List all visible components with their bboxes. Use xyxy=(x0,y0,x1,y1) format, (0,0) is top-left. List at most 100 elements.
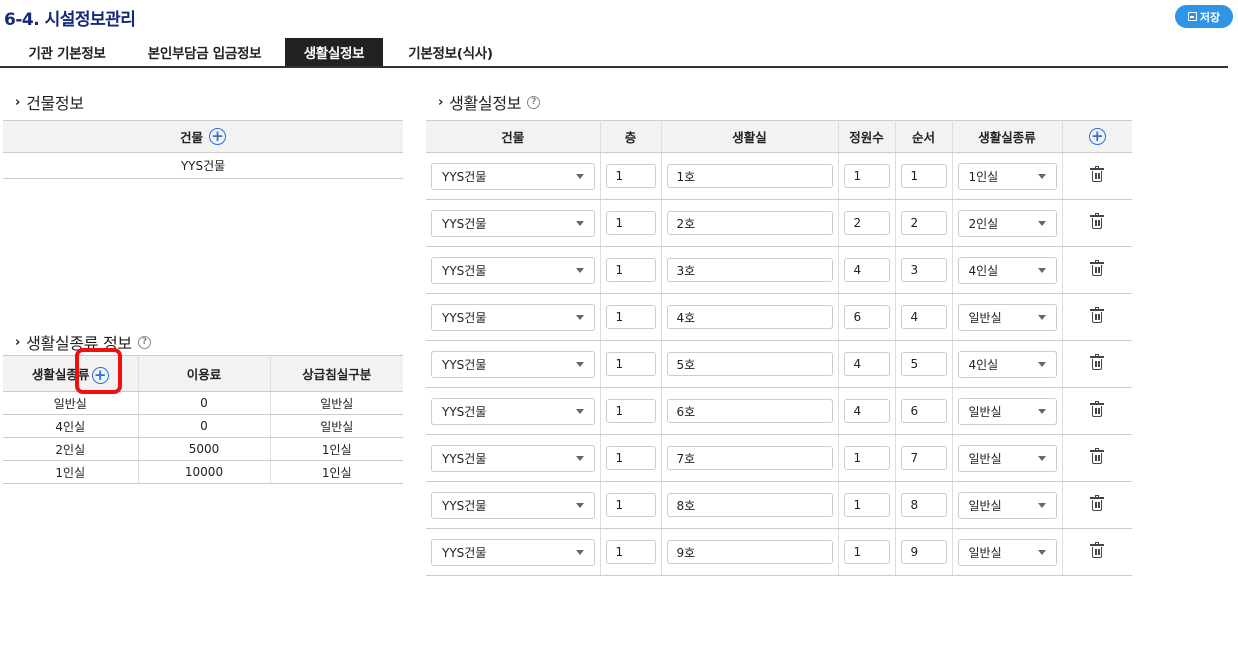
room-type-row[interactable]: 1인실 10000 1인실 xyxy=(3,460,403,484)
order-cell: 9 xyxy=(895,528,953,576)
order-input[interactable]: 5 xyxy=(900,352,947,376)
room-type-select[interactable]: 4인실 xyxy=(957,350,1057,378)
capacity-input[interactable]: 1 xyxy=(843,446,890,470)
trash-icon[interactable] xyxy=(1090,166,1105,182)
save-button[interactable]: 저장 xyxy=(1175,5,1233,28)
room-type-select[interactable]: 일반실 xyxy=(957,491,1057,519)
room-type-select[interactable]: 일반실 xyxy=(957,303,1057,331)
add-building-icon[interactable]: + xyxy=(209,128,226,145)
room-name-input[interactable]: 6호 xyxy=(666,399,833,423)
building-row[interactable]: YYS건물 xyxy=(3,153,403,179)
floor-input[interactable]: 1 xyxy=(605,211,656,235)
premium-room-cell: 일반실 xyxy=(270,414,403,438)
room-type-select[interactable]: 일반실 xyxy=(957,397,1057,425)
capacity-input[interactable]: 6 xyxy=(843,305,890,329)
help-icon[interactable]: ? xyxy=(137,335,151,349)
room-type-cell: 2인실 xyxy=(952,199,1063,247)
room-type-select-value: 2인실 xyxy=(968,216,999,231)
trash-icon[interactable] xyxy=(1090,354,1105,370)
room-name-input[interactable]: 9호 xyxy=(666,540,833,564)
trash-icon[interactable] xyxy=(1090,213,1105,229)
building-select[interactable]: YYS건물 xyxy=(431,209,595,237)
room-cell: 6호 xyxy=(661,387,839,435)
building-select[interactable]: YYS건물 xyxy=(431,162,595,190)
tab-meal-info[interactable]: 기본정보(식사) xyxy=(408,46,493,62)
room-col-header: 생활실 xyxy=(661,120,839,153)
trash-icon[interactable] xyxy=(1090,307,1105,323)
caret-down-icon xyxy=(1037,455,1046,461)
capacity-input[interactable]: 1 xyxy=(843,540,890,564)
capacity-input[interactable]: 1 xyxy=(843,164,890,188)
room-type-select[interactable]: 일반실 xyxy=(957,444,1057,472)
order-input[interactable]: 9 xyxy=(900,540,947,564)
floor-input[interactable]: 1 xyxy=(605,399,656,423)
floor-input[interactable]: 1 xyxy=(605,352,656,376)
order-input[interactable]: 3 xyxy=(900,258,947,282)
building-cell: YYS건물 xyxy=(426,434,601,482)
fee-cell: 0 xyxy=(138,391,271,415)
help-icon[interactable]: ? xyxy=(527,95,541,109)
tab-copayment-info[interactable]: 본인부담금 입금정보 xyxy=(147,46,262,62)
room-type-select[interactable]: 4인실 xyxy=(957,256,1057,284)
room-type-select-value: 4인실 xyxy=(968,357,999,372)
premium-room-cell: 1인실 xyxy=(270,460,403,484)
order-input[interactable]: 1 xyxy=(900,164,947,188)
floor-input[interactable]: 1 xyxy=(605,446,656,470)
add-room-icon[interactable]: + xyxy=(1088,128,1106,145)
floor-input[interactable]: 1 xyxy=(605,493,656,517)
room-name-input[interactable]: 7호 xyxy=(666,446,833,470)
building-select[interactable]: YYS건물 xyxy=(431,538,595,566)
order-input[interactable]: 2 xyxy=(900,211,947,235)
room-type-row[interactable]: 일반실 0 일반실 xyxy=(3,391,403,415)
floor-input[interactable]: 1 xyxy=(605,164,656,188)
room-cell: 7호 xyxy=(661,434,839,482)
capacity-input[interactable]: 4 xyxy=(843,352,890,376)
trash-icon[interactable] xyxy=(1090,260,1105,276)
room-name-input[interactable]: 4호 xyxy=(666,305,833,329)
room-type-select[interactable]: 일반실 xyxy=(957,538,1057,566)
room-name-input[interactable]: 3호 xyxy=(666,258,833,282)
building-section-title: › 건물정보 xyxy=(15,90,84,114)
order-input[interactable]: 6 xyxy=(900,399,947,423)
building-select[interactable]: YYS건물 xyxy=(431,491,595,519)
floor-input[interactable]: 1 xyxy=(605,258,656,282)
room-name-input[interactable]: 1호 xyxy=(666,164,833,188)
room-type-select[interactable]: 1인실 xyxy=(957,162,1057,190)
order-input[interactable]: 8 xyxy=(900,493,947,517)
add-room-type-icon[interactable]: + xyxy=(91,366,109,384)
floor-cell: 1 xyxy=(600,246,662,294)
trash-icon[interactable] xyxy=(1090,448,1105,464)
tab-institution-info[interactable]: 기관 기본정보 xyxy=(28,46,106,62)
building-select[interactable]: YYS건물 xyxy=(431,397,595,425)
floor-input[interactable]: 1 xyxy=(605,540,656,564)
trash-icon[interactable] xyxy=(1090,495,1105,511)
room-type-select[interactable]: 2인실 xyxy=(957,209,1057,237)
trash-icon[interactable] xyxy=(1090,401,1105,417)
building-select[interactable]: YYS건물 xyxy=(431,303,595,331)
tab-room-info[interactable]: 생활실정보 xyxy=(285,38,383,66)
building-select-value: YYS건물 xyxy=(442,404,487,419)
chevron-right-icon: › xyxy=(15,334,21,350)
capacity-input[interactable]: 1 xyxy=(843,493,890,517)
trash-icon[interactable] xyxy=(1090,542,1105,558)
building-select[interactable]: YYS건물 xyxy=(431,350,595,378)
room-name-input[interactable]: 5호 xyxy=(666,352,833,376)
room-type-row[interactable]: 2인실 5000 1인실 xyxy=(3,437,403,461)
save-icon xyxy=(1187,12,1197,21)
room-name-input[interactable]: 8호 xyxy=(666,493,833,517)
delete-cell xyxy=(1062,528,1132,576)
capacity-input[interactable]: 4 xyxy=(843,399,890,423)
order-cell: 1 xyxy=(895,152,953,200)
room-type-cell: 2인실 xyxy=(3,437,139,461)
capacity-input[interactable]: 2 xyxy=(843,211,890,235)
order-input[interactable]: 7 xyxy=(900,446,947,470)
floor-input[interactable]: 1 xyxy=(605,305,656,329)
room-name-input[interactable]: 2호 xyxy=(666,211,833,235)
capacity-input[interactable]: 4 xyxy=(843,258,890,282)
building-select[interactable]: YYS건물 xyxy=(431,444,595,472)
floor-cell: 1 xyxy=(600,434,662,482)
room-type-row[interactable]: 4인실 0 일반실 xyxy=(3,414,403,438)
building-select[interactable]: YYS건물 xyxy=(431,256,595,284)
order-input[interactable]: 4 xyxy=(900,305,947,329)
caret-down-icon xyxy=(575,173,584,179)
